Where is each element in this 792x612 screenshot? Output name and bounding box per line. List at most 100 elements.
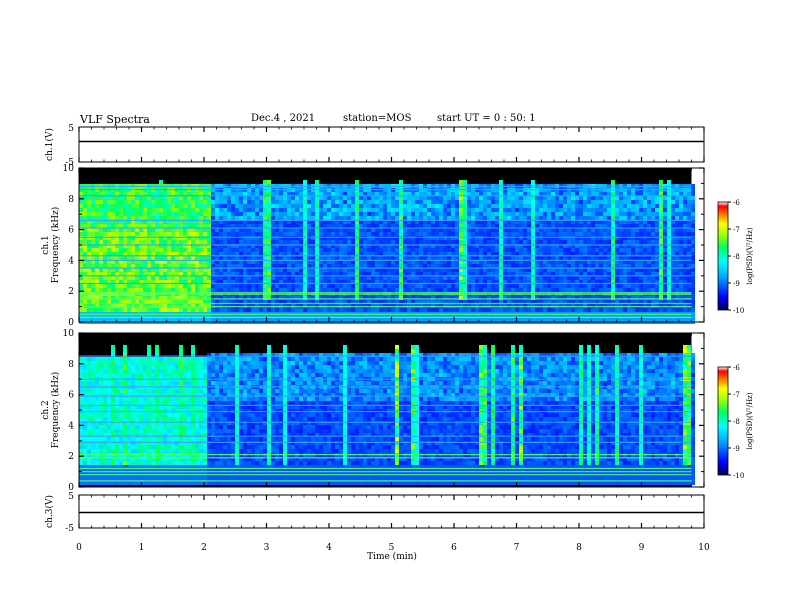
psd-cell: [607, 288, 611, 292]
psd-cell: [575, 192, 579, 196]
psd-cell: [431, 208, 435, 212]
psd-cell: [295, 284, 299, 288]
psd-cell: [583, 288, 587, 292]
psd-cell: [95, 264, 99, 268]
psd-cell: [547, 264, 551, 268]
psd-cell: [495, 240, 499, 244]
psd-cell: [483, 192, 487, 196]
psd-cell: [591, 216, 595, 220]
psd-cell: [311, 300, 315, 304]
psd-cell: [307, 216, 311, 220]
psd-cell: [355, 256, 359, 260]
psd-cell: [459, 192, 463, 196]
psd-cell: [351, 272, 355, 276]
psd-cell: [255, 268, 259, 272]
psd-cell: [251, 268, 255, 272]
psd-cell: [167, 300, 171, 304]
psd-cell: [243, 228, 247, 232]
psd-cell: [255, 316, 259, 320]
psd-cell: [479, 228, 483, 232]
psd-cell: [551, 268, 555, 272]
psd-cell: [575, 268, 579, 272]
psd-cell: [455, 252, 459, 256]
psd-cell: [219, 300, 223, 304]
psd-cell: [171, 236, 175, 240]
psd-cell: [259, 196, 263, 200]
psd-cell: [475, 240, 479, 244]
psd-cell: [559, 296, 563, 300]
psd-cell: [175, 316, 179, 320]
psd-cell: [159, 232, 163, 236]
psd-cell: [187, 228, 191, 232]
psd-cell: [175, 260, 179, 264]
psd-cell: [439, 232, 443, 236]
psd-cell: [119, 200, 123, 204]
psd-cell: [595, 200, 599, 204]
psd-cell: [383, 288, 387, 292]
psd-cell: [315, 288, 319, 292]
psd-cell: [315, 180, 319, 184]
psd-cell: [251, 212, 255, 216]
psd-cell: [335, 220, 339, 224]
psd-cell: [387, 236, 391, 240]
psd-cell: [535, 240, 539, 244]
psd-cell: [159, 228, 163, 232]
psd-cell: [239, 196, 243, 200]
psd-cell: [99, 284, 103, 288]
psd-cell: [267, 288, 271, 292]
psd-cell: [319, 216, 323, 220]
psd-cell: [147, 288, 151, 292]
psd-cell: [247, 260, 251, 264]
psd-cell: [231, 256, 235, 260]
psd-cell: [167, 284, 171, 288]
psd-cell: [155, 244, 159, 248]
psd-cell: [563, 216, 567, 220]
psd-cell: [283, 196, 287, 200]
psd-cell: [119, 228, 123, 232]
psd-cell: [119, 272, 123, 276]
psd-cell: [79, 288, 83, 292]
psd-cell: [179, 228, 183, 232]
psd-cell: [143, 276, 147, 280]
psd-cell: [615, 248, 619, 252]
psd-cell: [371, 248, 375, 252]
psd-cell: [395, 252, 399, 256]
psd-cell: [495, 212, 499, 216]
psd-cell: [399, 248, 403, 252]
psd-cell: [187, 256, 191, 260]
psd-cell: [519, 252, 523, 256]
psd-cell: [219, 248, 223, 252]
psd-cell: [111, 228, 115, 232]
psd-cell: [171, 244, 175, 248]
psd-cell: [355, 232, 359, 236]
date-label: Dec.4 , 2021: [251, 113, 316, 124]
psd-cell: [207, 208, 211, 212]
psd-cell: [259, 268, 263, 272]
psd-cell: [587, 276, 591, 280]
psd-cell: [251, 316, 255, 320]
psd-cell: [287, 256, 291, 260]
psd-cell: [395, 212, 399, 216]
psd-cell: [435, 256, 439, 260]
psd-cell: [435, 308, 439, 312]
psd-cell: [423, 300, 427, 304]
psd-cell: [151, 208, 155, 212]
psd-cell: [595, 236, 599, 240]
psd-cell: [415, 248, 419, 252]
psd-cell: [123, 232, 127, 236]
psd-cell: [207, 232, 211, 236]
psd-cell: [627, 260, 631, 264]
psd-cell: [399, 296, 403, 300]
psd-cell: [191, 216, 195, 220]
psd-cell: [315, 216, 319, 220]
psd-cell: [271, 224, 275, 228]
psd-cell: [595, 208, 599, 212]
psd-cell: [231, 224, 235, 228]
psd-cell: [355, 212, 359, 216]
psd-cell: [307, 196, 311, 200]
psd-cell: [515, 252, 519, 256]
psd-cell: [323, 240, 327, 244]
psd-cell: [307, 284, 311, 288]
psd-cell: [455, 272, 459, 276]
psd-cell: [219, 192, 223, 196]
